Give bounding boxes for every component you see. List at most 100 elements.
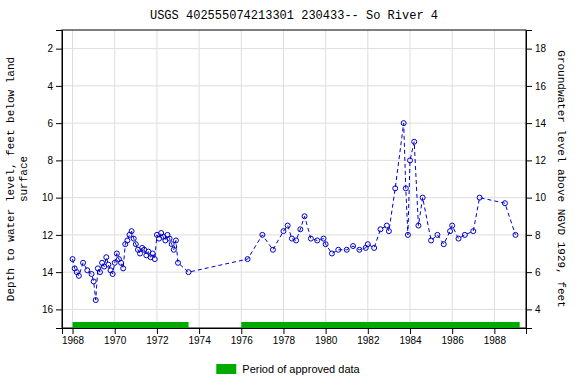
data-point [138,251,143,256]
data-point [357,247,362,252]
x-axis-tick-mark [410,328,411,334]
grid-line-x [72,30,73,328]
grid-line-x [494,30,495,328]
grid-line-y [62,309,526,310]
data-point [477,195,482,200]
y2-axis-tick-mark [526,235,532,236]
y2-axis-tick-mark [526,309,532,310]
data-point [393,186,398,191]
x-axis-tick-label: 1984 [399,335,422,346]
data-point [448,229,453,234]
x-axis-tick-mark [157,328,158,334]
data-point [456,236,461,241]
y-axis-tick-label: 6 [47,118,53,129]
y2-axis-tick: 6 [526,267,541,278]
x-axis-tick: 1970 [104,328,127,346]
data-point [384,223,389,228]
x-axis-tick-label: 1976 [231,335,254,346]
y-axis: 2 4 6 8 10 12 14 16 [42,31,63,329]
y2-axis-tick-mark [526,86,532,87]
y2-axis-tick: 8 [526,230,541,241]
y2-axis-tick-mark [526,123,532,124]
y2-axis-tick-mark [526,160,532,161]
data-point [308,236,313,241]
data-point [502,201,507,206]
x-axis-tick-mark [241,328,242,334]
data-point [365,242,370,247]
x-axis-tick-label: 1970 [104,335,127,346]
data-point [173,238,178,243]
x-axis-tick-mark [452,328,453,334]
data-point [298,227,303,232]
y2-axis-tick-label: 10 [535,192,547,203]
y-axis-tick-label: 8 [47,155,53,166]
y2-axis-tick: 14 [526,118,547,129]
data-point [129,229,134,234]
data-point [403,186,408,191]
data-point [114,251,119,256]
x-axis-tick-mark [73,328,74,334]
x-axis: 1968197019721974197619781980198219841986… [62,328,527,346]
data-point [85,268,90,273]
y-axis-tick-label: 16 [42,304,54,315]
x-axis-tick-label: 1988 [484,335,507,346]
y-axis-tick-label: 10 [42,192,54,203]
grid-line-x [156,30,157,328]
plot-frame [62,30,526,328]
approved-period [241,322,519,328]
grid-line-x [325,30,326,328]
data-point [412,139,417,144]
x-axis-tick-mark [368,328,369,334]
data-point [429,238,434,243]
y-axis-tick-label: 4 [47,81,53,92]
x-axis-tick-mark [494,328,495,334]
data-point [372,245,377,250]
x-axis-tick: 1980 [315,328,338,346]
grid-line-y [62,85,526,86]
data-point [112,260,117,265]
y-axis-tick-mark [56,86,62,87]
y2-axis-tick-label: 4 [535,304,541,315]
grid-line-y [62,48,526,49]
data-point [176,260,181,265]
data-point [450,223,455,228]
x-axis-tick-label: 1982 [357,335,380,346]
y-axis-tick: 12 [42,230,62,241]
y2-axis-tick: 10 [526,192,547,203]
data-point [513,232,518,237]
data-point [416,223,421,228]
plot-area: 1968197019721974197619781980198219841986… [42,30,547,346]
y2-axis-tick-label: 12 [535,155,547,166]
grid-line-y [62,272,526,273]
data-point [131,236,136,241]
grid-line-x [367,30,368,328]
y2-axis-tick-label: 8 [535,230,541,241]
grid-line-x [114,30,115,328]
data-point [315,238,320,243]
data-point [81,260,86,265]
y2-axis-tick: 18 [526,43,547,54]
data-point [401,121,406,126]
data-point [119,260,124,265]
data-point [321,236,326,241]
data-point [106,262,111,267]
y-axis-title: Depth to water level, feet below landsur… [5,57,30,301]
y-axis-tick-label: 2 [47,43,53,54]
grid-line-x [283,30,284,328]
y-axis-tick-mark [56,49,62,50]
x-axis-tick-label: 1980 [315,335,338,346]
y-axis-tick-mark [56,123,62,124]
data-point [260,232,265,237]
data-point [133,242,138,247]
y-axis-tick-mark [56,309,62,310]
x-axis-tick-mark [199,328,200,334]
data-point [420,195,425,200]
data-point [152,257,157,262]
y2-axis-tick-mark [526,272,532,273]
approved-period [73,322,189,328]
legend-label: Period of approved data [242,363,360,375]
y-axis-tick: 14 [42,267,62,278]
y2-axis-tick: 12 [526,155,547,166]
x-axis-tick: 1984 [399,328,422,346]
x-axis-tick: 1982 [357,328,380,346]
